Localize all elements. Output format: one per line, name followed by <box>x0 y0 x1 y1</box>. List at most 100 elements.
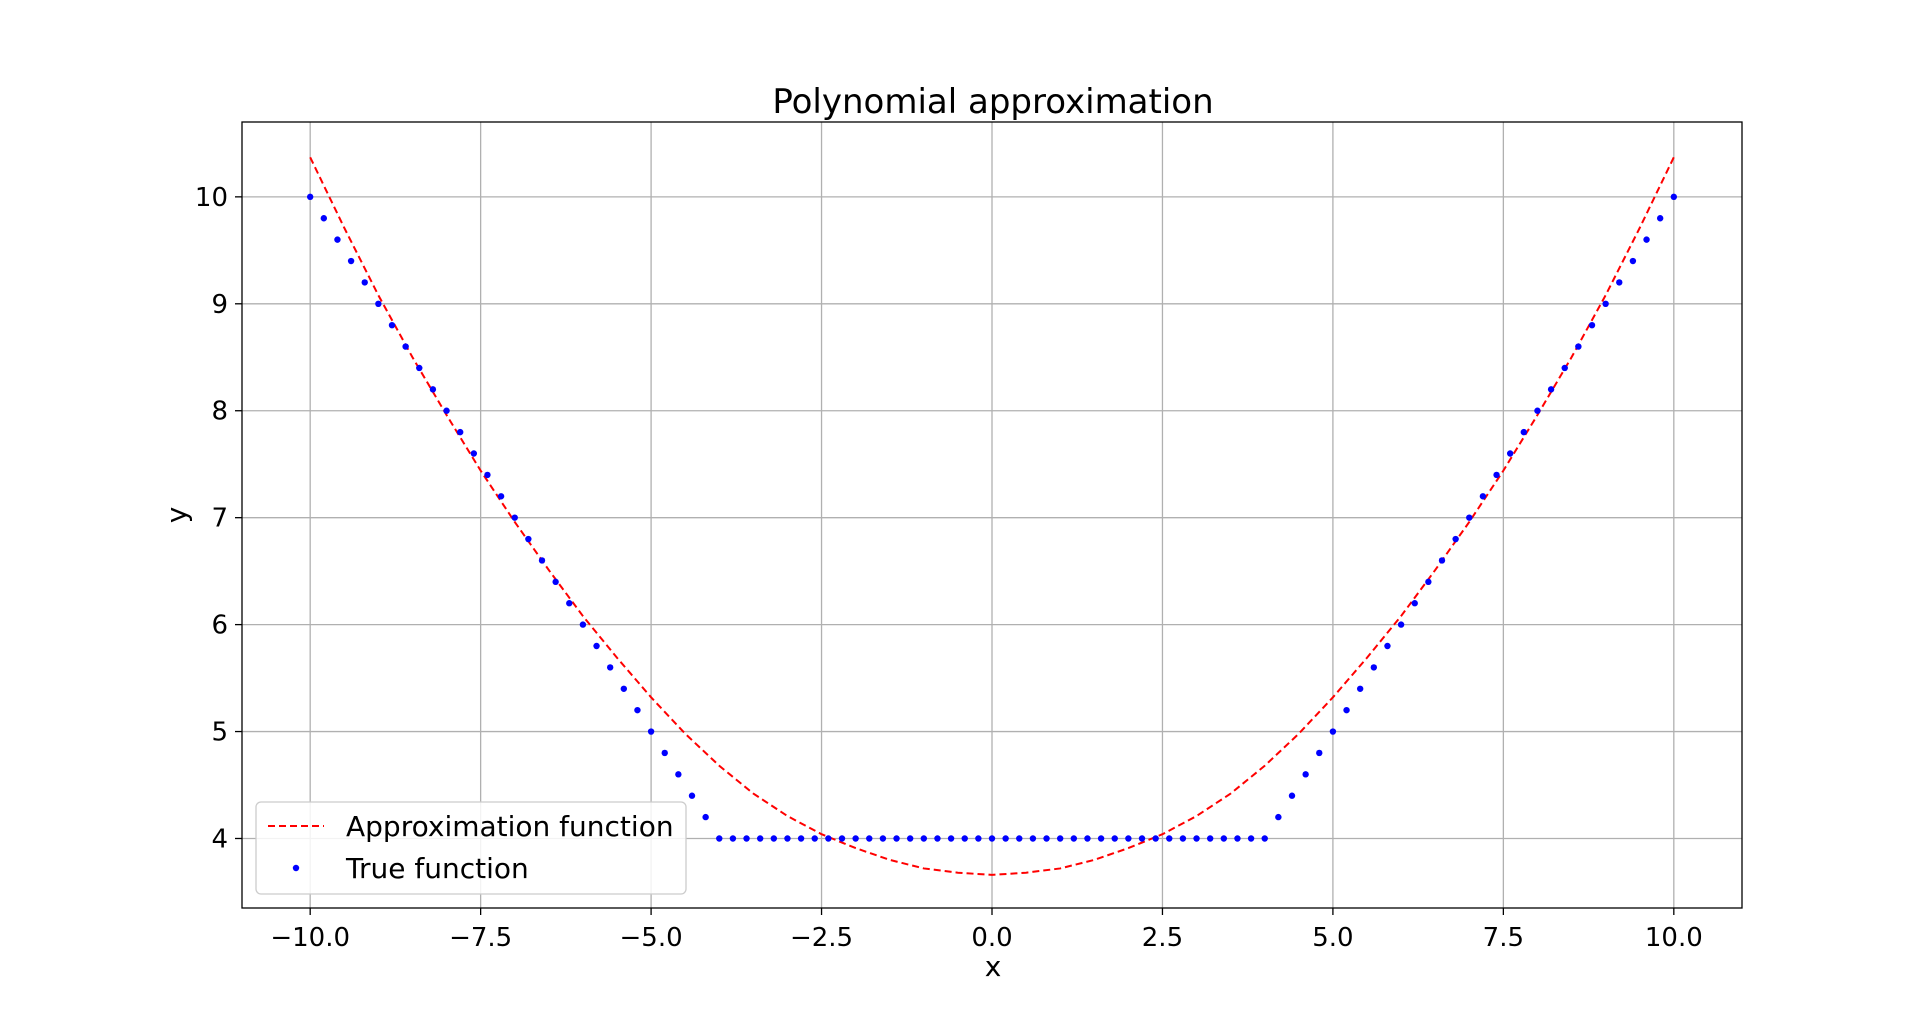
y-tick-label: 5 <box>211 718 228 748</box>
true-function-point <box>961 835 968 842</box>
x-tick-label: 0.0 <box>971 923 1012 953</box>
true-function-point <box>538 557 546 564</box>
ticks: −10.0 −7.5 −5.0 −2.5 0.0 2.5 5.0 7.5 10.0 4 5 6 7 8 9 1… <box>195 183 1703 953</box>
true-function-point <box>1602 300 1609 307</box>
series-line-approximation <box>309 156 1675 876</box>
true-function-point <box>1084 835 1091 842</box>
true-function-point <box>484 471 491 479</box>
true-function-point <box>1056 835 1064 842</box>
true-function-point <box>866 835 873 842</box>
true-function-point <box>743 835 750 842</box>
true-function-point <box>1575 343 1582 350</box>
true-function-point <box>1425 578 1432 586</box>
true-function-point <box>375 300 382 307</box>
true-function-point <box>920 835 928 842</box>
x-tick-label: −5.0 <box>620 923 683 953</box>
true-function-point <box>1111 835 1118 842</box>
true-function-point <box>852 835 859 842</box>
legend: Approximation function True function <box>255 801 687 895</box>
y-tick-label: 9 <box>211 290 228 320</box>
true-function-point <box>1070 835 1078 842</box>
true-function-point <box>1029 835 1037 842</box>
true-function-point <box>1370 664 1378 671</box>
true-function-point <box>1616 279 1623 286</box>
true-function-point <box>797 835 805 842</box>
true-function-point <box>1261 835 1268 842</box>
true-function-point <box>1275 813 1282 821</box>
true-function-point <box>1002 835 1009 842</box>
true-function-point <box>402 343 409 350</box>
true-function-point <box>497 493 505 500</box>
true-function-point <box>770 835 778 842</box>
true-function-point <box>1288 792 1296 799</box>
x-tick-label: 7.5 <box>1483 923 1524 953</box>
true-function-point <box>947 835 955 842</box>
true-function-point <box>456 428 464 436</box>
true-function-point <box>1097 835 1105 842</box>
y-tick-label: 8 <box>211 397 228 427</box>
true-function-point <box>716 835 723 842</box>
true-function-point <box>675 771 682 778</box>
true-function-point <box>1220 835 1228 842</box>
true-function-point <box>1343 706 1350 714</box>
true-function-point <box>552 578 559 586</box>
true-function-point <box>1206 835 1214 842</box>
y-tick-label: 6 <box>211 611 228 641</box>
true-function-point <box>1247 835 1255 842</box>
true-function-point <box>388 321 396 329</box>
true-function-point <box>320 215 328 222</box>
x-tick-label: −10.0 <box>270 923 350 953</box>
true-function-point <box>1479 493 1487 500</box>
true-function-point <box>416 364 423 372</box>
true-function-point <box>647 728 655 735</box>
true-function-point <box>1016 835 1023 842</box>
grid <box>242 122 1742 908</box>
true-function-point <box>606 664 614 671</box>
true-function-point <box>1561 364 1568 372</box>
true-function-point <box>811 835 818 842</box>
x-axis-label: x <box>985 950 1002 983</box>
true-function-point <box>1438 557 1446 564</box>
true-function-point <box>1656 215 1664 222</box>
true-function-point <box>593 642 600 650</box>
true-function-point <box>1493 471 1500 479</box>
true-function-point <box>702 813 709 821</box>
true-function-point <box>1138 835 1146 842</box>
true-function-point <box>525 535 532 543</box>
true-function-point <box>838 835 846 842</box>
x-tick-label: 2.5 <box>1142 923 1183 953</box>
y-tick-label: 7 <box>211 504 228 534</box>
true-function-point <box>1547 386 1555 393</box>
true-function-point <box>1411 600 1418 607</box>
true-function-point <box>334 236 341 243</box>
x-tick-label: 10.0 <box>1645 923 1703 953</box>
true-function-point <box>1520 428 1528 436</box>
true-function-point <box>1179 835 1187 842</box>
x-tick-label: 5.0 <box>1312 923 1353 953</box>
y-tick-label: 10 <box>195 183 228 213</box>
true-function-point <box>306 193 314 201</box>
true-function-point <box>1302 771 1309 778</box>
true-function-point <box>906 835 914 842</box>
true-function-point <box>879 835 887 842</box>
true-function-point <box>988 835 996 842</box>
true-function-point <box>1316 749 1323 757</box>
true-function-point <box>443 407 450 414</box>
true-function-point <box>825 835 832 842</box>
true-function-point <box>893 835 900 842</box>
true-function-point <box>1125 835 1132 842</box>
true-function-point <box>1588 321 1596 329</box>
chart-title: Polynomial approximation <box>772 82 1213 122</box>
x-tick-label: −2.5 <box>790 923 853 953</box>
true-function-point <box>1534 407 1541 414</box>
y-axis-label: y <box>160 507 193 524</box>
series-layer <box>306 156 1678 876</box>
true-function-point <box>1152 835 1159 842</box>
true-function-point <box>688 792 696 799</box>
x-tick-label: −7.5 <box>449 923 512 953</box>
true-function-point <box>1643 236 1650 243</box>
true-function-point <box>1466 514 1473 521</box>
true-function-point <box>566 600 573 607</box>
true-function-point <box>1356 685 1364 692</box>
true-function-point <box>1234 835 1241 842</box>
